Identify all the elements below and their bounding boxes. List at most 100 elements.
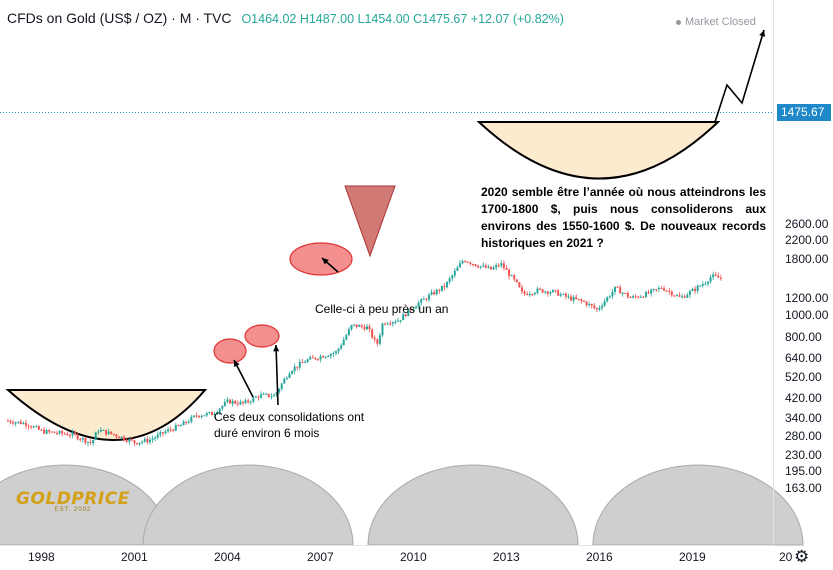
candle-body [221,405,224,409]
candle-body [712,274,715,278]
time-tick-label: 2013 [493,550,520,564]
candle-body [270,396,273,398]
time-axis[interactable] [0,545,773,570]
candle-body [371,329,374,338]
candle-body [136,443,139,445]
candle-body [637,296,640,298]
candle-body [632,296,635,298]
candle-body [577,299,580,301]
candle-body [396,320,399,322]
candle-body [389,323,392,325]
candle-body [358,325,361,327]
candle-body [229,399,232,404]
candle-body [652,289,655,291]
symbol-title[interactable]: CFDs on Gold (US$ / OZ) · M · TVC [7,10,232,26]
price-tick-label: 163.00 [785,480,822,495]
candle-body [187,421,190,423]
candle-body [670,291,673,296]
candle-body [694,288,697,291]
candle-body [148,439,151,443]
candle-body [471,263,474,265]
candle-body [590,303,593,306]
candle-body [55,432,58,434]
candle-body [143,438,146,442]
price-tick-label: 230.00 [785,448,822,463]
candle-body [451,275,454,279]
ohlc-values: O1464.02 H1487.00 L1454.00 C1475.67 +12.… [241,12,564,26]
candle-body [236,403,239,405]
candle-body [314,357,317,360]
candle-body [89,441,92,444]
gear-icon[interactable]: ⚙ [794,547,810,566]
candle-body [518,282,521,288]
candle-body [172,429,175,431]
last-price-label: 1475.67 [777,104,831,121]
candle-body [102,429,105,431]
candle-body [368,326,371,330]
candle-body [345,335,348,340]
candle-body [329,353,332,357]
candle-body [324,356,327,358]
candle-body [709,277,712,282]
candle-body [247,400,250,402]
candle-body [699,285,702,287]
chart-legend[interactable]: CFDs on Gold (US$ / OZ) · M · TVC O1464.… [7,10,564,26]
candle-body [43,429,46,434]
candle-body [200,415,203,417]
candle-body [239,401,242,405]
candle-body [706,281,709,284]
candle-body [115,434,118,437]
candle-body [334,351,337,354]
candle-body [585,301,588,306]
candle-body [681,296,684,298]
candle-body [567,296,570,298]
candle-body [719,277,722,279]
candle-body [549,292,552,294]
candle-body [205,413,208,416]
candle-body [9,420,12,423]
candle-body [378,335,381,344]
candle-body [495,265,498,268]
candle-body [81,438,84,440]
candle-body [458,263,461,268]
candle-body [99,429,102,432]
candle-body [130,439,133,441]
candle-body [316,359,319,361]
price-tick-label: 195.00 [785,463,822,478]
price-axis[interactable] [773,0,833,545]
candle-body [61,431,64,434]
candle-body [513,275,516,280]
candle-body [572,297,575,301]
time-tick-label: 2016 [586,550,613,564]
candle-body [683,296,686,298]
consolidation-ellipse [213,338,247,364]
candle-body [249,401,252,403]
candle-body [223,401,226,406]
candle-body [110,431,113,434]
candle-body [456,267,459,271]
candle-body [415,306,418,309]
candle-body [443,285,446,288]
candle-body [342,339,345,346]
candle-body [112,433,115,435]
price-tick-label: 340.00 [785,410,822,425]
time-tick-label: 2019 [679,550,706,564]
candle-body [691,288,694,292]
candle-body [32,426,35,428]
candle-body [515,279,518,283]
candle-body [254,396,257,398]
candle-body [154,437,157,439]
candle-body [353,324,356,326]
candle-body [580,299,583,301]
candle-body [283,378,286,384]
candle-body [86,441,89,443]
candle-body [198,415,201,417]
forecast-arrow [714,29,765,123]
candle-body [634,296,637,298]
candle-body [601,305,604,308]
candle-body [531,294,534,296]
candle-body [564,293,567,297]
candle-body [27,425,30,427]
